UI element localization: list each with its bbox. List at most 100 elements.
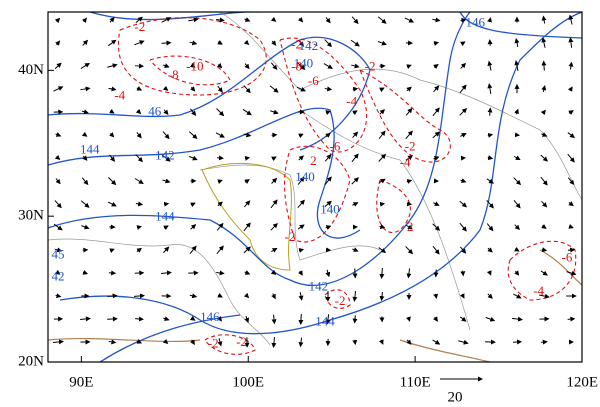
wind-arrow xyxy=(405,130,413,140)
wind-arrow xyxy=(486,199,494,209)
wind-arrow xyxy=(325,269,331,278)
anomaly-label: -10 xyxy=(186,58,203,73)
wind-arrow xyxy=(541,200,548,208)
wind-arrow xyxy=(352,291,358,302)
anomaly-label: -2 xyxy=(285,229,296,244)
wind-arrow xyxy=(378,178,386,184)
wind-arrow xyxy=(514,108,519,115)
wind-arrow xyxy=(432,223,441,231)
wind-arrow xyxy=(134,40,145,46)
wind-arrow xyxy=(189,245,197,255)
wind-vectors xyxy=(52,14,577,348)
wind-arrow xyxy=(163,316,170,321)
wind-arrow xyxy=(136,339,143,344)
wind-arrow xyxy=(539,293,550,299)
wind-arrow xyxy=(378,247,387,254)
wind-arrow xyxy=(567,316,576,322)
coast xyxy=(48,249,582,362)
wind-arrow xyxy=(486,178,494,184)
wind-arrow xyxy=(432,339,441,345)
wind-arrow xyxy=(81,131,88,137)
y-tick-label: 20N xyxy=(18,353,44,369)
wind-arrow xyxy=(406,268,412,279)
wind-arrow xyxy=(217,179,223,185)
wind-arrow xyxy=(351,153,359,163)
wind-arrow xyxy=(215,132,225,138)
wind-arrow xyxy=(352,86,359,92)
wind-arrow xyxy=(271,337,277,348)
wind-arrow xyxy=(109,248,115,254)
wind-arrow xyxy=(271,40,277,46)
wind-arrow xyxy=(162,338,169,344)
wind-arrow xyxy=(188,131,198,139)
wind-arrow xyxy=(567,177,575,186)
wind-arrow xyxy=(379,87,385,93)
wind-arrow xyxy=(244,17,251,22)
wind-arrow xyxy=(567,153,575,163)
wind-arrow xyxy=(514,38,520,48)
wind-arrow xyxy=(54,17,61,24)
wind-arrow xyxy=(379,109,385,115)
anomaly-label: 2 xyxy=(310,153,317,168)
wind-arrow xyxy=(190,86,196,92)
wind-arrow xyxy=(406,339,412,345)
wind-arrow xyxy=(405,155,413,161)
wind-arrow xyxy=(567,247,576,253)
wind-arrow xyxy=(513,199,521,209)
wind-arrow xyxy=(243,39,250,46)
wind-arrow xyxy=(404,17,415,23)
wind-arrow xyxy=(406,201,413,207)
wind-arrow xyxy=(324,86,333,92)
wind-arrow xyxy=(108,270,117,276)
wind-arrow xyxy=(270,109,279,115)
wind-arrow xyxy=(459,133,467,138)
wind-arrow xyxy=(54,269,61,275)
wind-arrow xyxy=(325,132,331,138)
wind-arrow xyxy=(433,156,440,161)
wind-arrow xyxy=(513,177,522,186)
wind-arrow xyxy=(568,223,574,229)
wind-arrow xyxy=(324,39,332,48)
wind-arrow xyxy=(161,270,172,276)
wind-arrow xyxy=(568,110,574,115)
wind-arrow xyxy=(298,337,304,348)
wind-arrow xyxy=(352,315,358,324)
wind-arrow xyxy=(270,16,277,22)
anomaly-label: -6 xyxy=(330,139,341,154)
wind-arrow xyxy=(297,62,306,71)
anomaly-label: -4 xyxy=(400,155,411,170)
wind-arrow xyxy=(80,86,91,92)
wind-arrow xyxy=(460,178,467,183)
height-label: 46 xyxy=(148,104,162,119)
wind-arrow xyxy=(487,132,494,138)
wind-arrow xyxy=(242,108,252,116)
wind-arrow xyxy=(541,37,547,48)
wind-arrow xyxy=(52,339,64,345)
height-label: 142 xyxy=(309,279,329,294)
wind-arrow xyxy=(567,132,575,139)
wind-arrow xyxy=(324,176,332,186)
wind-arrow xyxy=(244,155,251,161)
wind-arrow xyxy=(487,247,493,253)
wind-arrow xyxy=(216,270,225,276)
wind-arrow xyxy=(135,16,143,24)
wind-arrow xyxy=(188,17,199,23)
wind-arrow xyxy=(323,63,333,69)
wind-arrow xyxy=(108,339,117,345)
wind-arrow xyxy=(487,155,494,161)
wind-arrow xyxy=(243,222,251,232)
wind-arrow xyxy=(271,247,278,253)
wind-arrow xyxy=(82,155,88,161)
height-contours xyxy=(48,12,582,362)
wind-arrow xyxy=(541,132,548,137)
wind-arrow xyxy=(271,293,276,300)
wind-arrow xyxy=(433,293,439,300)
wind-arrow xyxy=(270,222,278,231)
y-tick-label: 40N xyxy=(18,62,44,78)
wind-arrow xyxy=(55,293,62,299)
wind-arrow xyxy=(162,131,170,140)
wind-arrow xyxy=(405,224,413,230)
wind-arrow xyxy=(190,224,197,230)
wind-arrow xyxy=(540,109,546,116)
